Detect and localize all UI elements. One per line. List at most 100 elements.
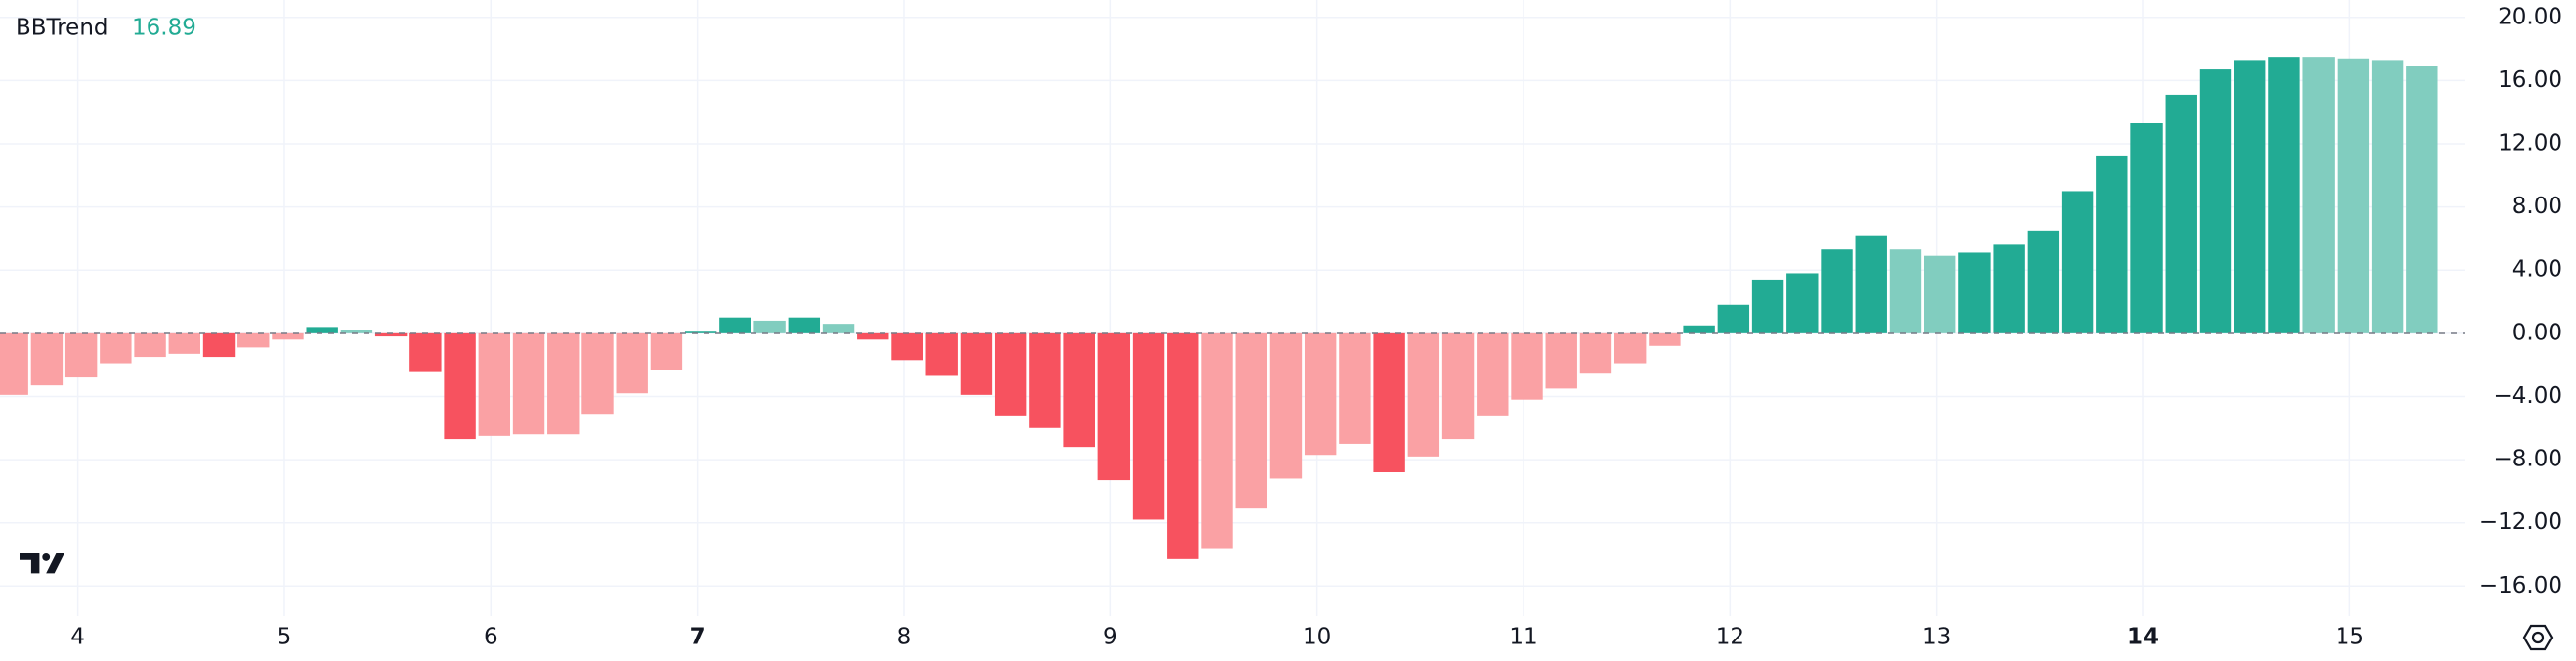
bar bbox=[616, 332, 648, 394]
labels: 20.00 16.00 12.00 8.00 4.00 0.00 −4.00 −8.00 −12… bbox=[70, 4, 2562, 649]
x-tick-label: 15 bbox=[2336, 625, 2364, 650]
bar bbox=[1201, 332, 1233, 549]
legend-value: 16.89 bbox=[132, 16, 196, 41]
bar bbox=[272, 332, 304, 340]
x-tick-label: 9 bbox=[1103, 625, 1118, 650]
bar bbox=[857, 332, 889, 340]
y-tick-label: −16.00 bbox=[2479, 573, 2562, 598]
bar bbox=[1649, 332, 1681, 346]
bar bbox=[100, 332, 132, 364]
bar bbox=[64, 332, 98, 378]
bar bbox=[925, 332, 958, 376]
y-tick-label: −4.00 bbox=[2494, 383, 2562, 409]
bar bbox=[478, 332, 511, 436]
x-tick-label: 6 bbox=[484, 625, 498, 650]
bar bbox=[444, 332, 476, 440]
bar bbox=[1373, 332, 1405, 472]
bar bbox=[1683, 325, 1715, 333]
bar bbox=[409, 332, 442, 372]
x-tick-label: 8 bbox=[897, 625, 912, 650]
x-tick-label: 12 bbox=[1716, 625, 1744, 650]
bar bbox=[753, 320, 786, 333]
bar bbox=[1579, 332, 1612, 374]
bar bbox=[0, 332, 28, 395]
bar bbox=[1477, 332, 1509, 416]
y-tick-label: 12.00 bbox=[2498, 131, 2562, 156]
y-tick-label: −8.00 bbox=[2494, 447, 2562, 472]
bar bbox=[1545, 332, 1577, 389]
bar bbox=[822, 324, 855, 333]
bar bbox=[1235, 332, 1267, 509]
bar bbox=[340, 330, 373, 333]
bar bbox=[2096, 155, 2128, 333]
y-tick-label: 16.00 bbox=[2498, 67, 2562, 93]
bar bbox=[30, 332, 64, 386]
y-tick-label: 4.00 bbox=[2512, 257, 2562, 283]
bar bbox=[719, 317, 751, 333]
bar bbox=[2234, 60, 2266, 333]
bar bbox=[2130, 123, 2163, 333]
x-tick-label: 5 bbox=[278, 625, 292, 650]
bar bbox=[1511, 332, 1543, 400]
bar bbox=[684, 331, 717, 333]
bar bbox=[202, 332, 236, 358]
bar bbox=[2061, 191, 2094, 333]
bar bbox=[1029, 332, 1061, 428]
bar bbox=[960, 332, 993, 395]
y-tick-label: 0.00 bbox=[2512, 320, 2562, 345]
bar bbox=[134, 332, 166, 358]
logo bbox=[20, 553, 64, 574]
bar bbox=[2268, 57, 2300, 333]
bar bbox=[1889, 249, 1922, 333]
bar bbox=[1304, 332, 1337, 456]
bar bbox=[1923, 255, 1956, 333]
bars bbox=[0, 57, 2438, 559]
bar bbox=[2302, 57, 2335, 333]
bar bbox=[1613, 332, 1647, 364]
bar bbox=[1786, 273, 1819, 333]
bar bbox=[788, 317, 821, 333]
bar bbox=[1132, 332, 1165, 520]
bar bbox=[2027, 230, 2060, 333]
bar bbox=[1063, 332, 1095, 448]
settings-icon[interactable] bbox=[2522, 624, 2554, 651]
bar bbox=[547, 332, 580, 435]
bar bbox=[1855, 235, 1887, 333]
y-tick-label: 8.00 bbox=[2512, 194, 2562, 219]
y-tick-label: −12.00 bbox=[2479, 509, 2562, 535]
bar bbox=[994, 332, 1027, 416]
x-tick-label: 10 bbox=[1303, 625, 1331, 650]
bar bbox=[1167, 332, 1199, 559]
bar bbox=[650, 332, 683, 370]
bar bbox=[237, 332, 270, 348]
bar bbox=[1441, 332, 1475, 440]
bar bbox=[1958, 252, 1991, 333]
bar bbox=[168, 332, 201, 354]
bar bbox=[512, 332, 545, 435]
bar bbox=[2199, 69, 2232, 333]
bar bbox=[1407, 332, 1440, 457]
x-tick-label: 7 bbox=[690, 625, 706, 650]
bar bbox=[2165, 94, 2197, 333]
y-tick-label: 20.00 bbox=[2498, 4, 2562, 29]
bar bbox=[306, 327, 338, 333]
x-tick-label: 14 bbox=[2127, 625, 2159, 650]
bar bbox=[1993, 244, 2025, 333]
bar bbox=[1269, 332, 1303, 479]
x-tick-label: 13 bbox=[1922, 625, 1951, 650]
x-tick-label: 11 bbox=[1509, 625, 1537, 650]
bar bbox=[1717, 304, 1750, 333]
bar bbox=[1339, 332, 1371, 444]
bar bbox=[2371, 60, 2404, 333]
legend-name: BBTrend bbox=[16, 16, 108, 41]
bar bbox=[1821, 249, 1853, 333]
bar bbox=[891, 332, 923, 361]
bar bbox=[1751, 279, 1784, 333]
bar bbox=[374, 332, 408, 337]
bar bbox=[2406, 66, 2438, 333]
bar bbox=[581, 332, 614, 415]
x-tick-label: 4 bbox=[70, 625, 85, 650]
bar bbox=[2337, 58, 2370, 333]
bar bbox=[1097, 332, 1131, 481]
